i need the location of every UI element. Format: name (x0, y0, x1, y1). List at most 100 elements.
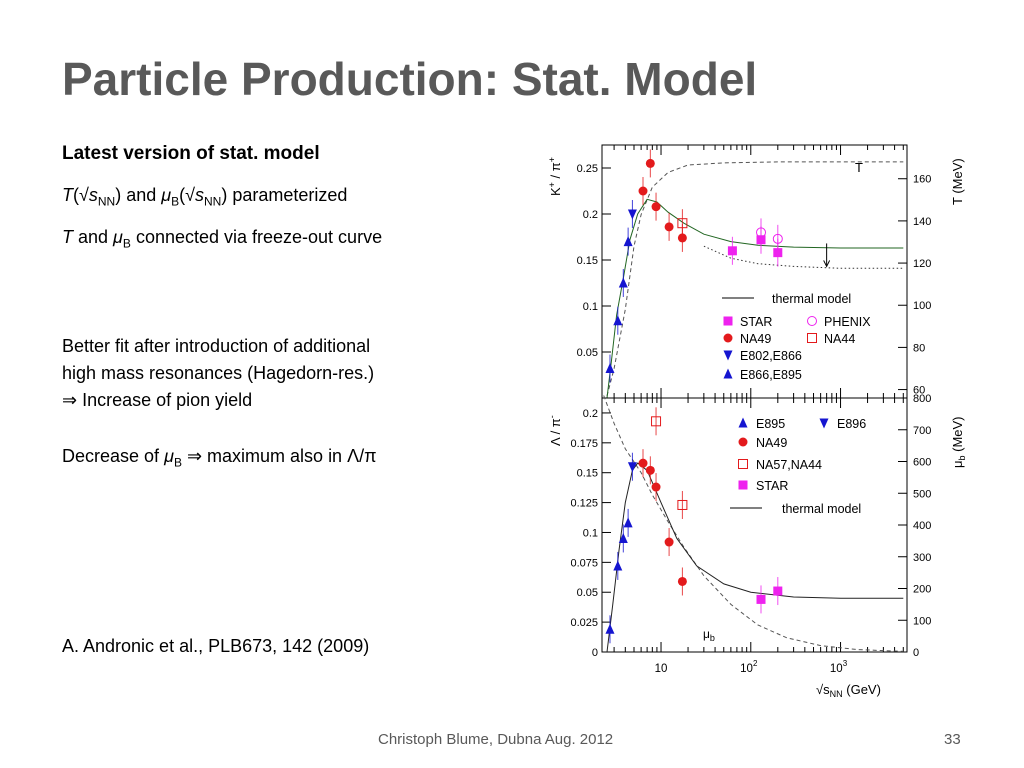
data-point (677, 499, 688, 510)
y-right-tick-label: 160 (913, 174, 931, 186)
data-point (677, 233, 687, 243)
legend-marker (738, 459, 748, 469)
legend-marker (807, 316, 817, 326)
y-tick-label: 0.15 (577, 255, 598, 267)
legend-marker (819, 418, 829, 429)
y-right-tick-label: 500 (913, 488, 931, 500)
x-tick-label: 102 (740, 659, 758, 675)
data-point (627, 209, 637, 220)
y-right-axis-label-T: T (MeV) (950, 158, 965, 205)
arrow-head (823, 260, 831, 268)
data-point (627, 462, 637, 473)
legend-label: E895 (756, 417, 785, 431)
line-freeze-out: T and μB connected via freeze-out curve (62, 227, 383, 251)
y-right-tick-label: 600 (913, 457, 931, 469)
data-point (756, 227, 767, 238)
data-point (638, 186, 648, 196)
y-tick-label: 0.175 (570, 438, 598, 450)
y-right-tick-label: 100 (913, 615, 931, 627)
data-point (618, 277, 628, 288)
data-point (651, 202, 661, 212)
y-right-tick-label: 400 (913, 520, 931, 532)
y-axis-label-lambda-pi: Λ / π- (547, 415, 563, 446)
y-right-tick-label: 140 (913, 216, 931, 228)
paragraph-better-fit: Better fit after introduction of additio… (62, 336, 375, 410)
legend-marker (738, 480, 748, 490)
legend-marker (738, 417, 748, 428)
subtitle: Latest version of stat. model (62, 143, 320, 164)
y-tick-label: 0.15 (577, 468, 598, 480)
y-tick-label: 0.05 (577, 347, 598, 359)
x-axis-label: √sNN (GeV) (816, 682, 881, 699)
thermal-model-curve (606, 198, 904, 399)
data-point (605, 623, 615, 634)
legend-marker (723, 316, 733, 326)
y-tick-label: 0.2 (583, 408, 598, 420)
legend-label: STAR (740, 315, 772, 329)
legend-marker (723, 350, 733, 361)
data-point (772, 233, 783, 244)
data-point (613, 315, 623, 326)
y-tick-label: 0.1 (583, 301, 598, 313)
data-point (756, 594, 766, 604)
y-right-tick-label: 200 (913, 584, 931, 596)
legend-label: PHENIX (824, 315, 871, 329)
legend-label: thermal model (782, 502, 861, 516)
y-right-tick-label: 80 (913, 342, 925, 354)
page-number: 33 (944, 731, 961, 748)
curve-label-mu-b: μb (703, 627, 715, 643)
y-tick-label: 0.075 (570, 557, 598, 569)
legend-label: STAR (756, 479, 788, 493)
y-tick-label: 0.25 (577, 163, 598, 175)
legend-label: thermal model (772, 292, 851, 306)
y-tick-label: 0.125 (570, 498, 598, 510)
paragraph-decrease: Decrease of μB ⇒ maximum also in Λ/π (62, 446, 377, 470)
y-tick-label: 0.025 (570, 617, 598, 629)
line-parameterized: T(√sNN) and μB(√sNN) parameterized (62, 185, 348, 209)
y-right-tick-label: 100 (913, 300, 931, 312)
legend-marker (723, 368, 733, 379)
legend-label: E802,E866 (740, 349, 802, 363)
data-point (651, 482, 661, 492)
y-tick-label: 0.05 (577, 587, 598, 599)
legend-label: NA44 (824, 332, 855, 346)
data-point (623, 236, 633, 247)
data-point (613, 560, 623, 571)
data-point (645, 158, 655, 168)
legend-label: E896 (837, 417, 866, 431)
data-point (645, 465, 655, 475)
data-point (773, 586, 783, 596)
legend-label: NA49 (740, 332, 771, 346)
data-point (638, 458, 648, 468)
y-right-tick-label: 300 (913, 552, 931, 564)
data-point (623, 517, 633, 528)
data-point (651, 416, 662, 427)
y-tick-label: 0.1 (583, 527, 598, 539)
curve-label-T: T (855, 160, 863, 175)
bottom-panel-frame (601, 397, 908, 653)
legend-marker (723, 333, 733, 343)
data-point (664, 222, 674, 232)
y-right-axis-label-mu-b: μb (MeV) (950, 416, 967, 468)
data-point (618, 532, 628, 543)
y-right-tick-label: 120 (913, 258, 931, 270)
mu-b-curve (603, 395, 904, 652)
legend-marker (807, 333, 817, 343)
y-right-tick-label: 800 (913, 393, 931, 405)
x-tick-label: 10 (655, 663, 668, 675)
legend-marker (738, 437, 748, 447)
y-right-tick-label: 0 (913, 647, 919, 659)
page-title: Particle Production: Stat. Model (62, 53, 758, 105)
y-right-tick-label: 60 (913, 385, 925, 397)
data-point (605, 363, 615, 374)
legend-label: NA57,NA44 (756, 458, 822, 472)
temperature-curve (606, 161, 904, 397)
data-point (677, 576, 687, 586)
reference: A. Andronic et al., PLB673, 142 (2009) (62, 636, 370, 656)
footer-text: Christoph Blume, Dubna Aug. 2012 (378, 731, 614, 748)
y-axis-label-k-pi: K+ / π+ (547, 157, 563, 196)
data-point (664, 537, 674, 547)
x-tick-label: 103 (830, 659, 848, 675)
high-mass-resonance-curve (703, 245, 904, 269)
